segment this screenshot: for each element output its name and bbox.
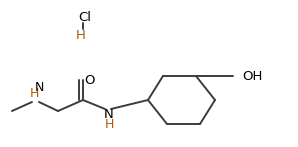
Text: Cl: Cl	[78, 10, 91, 24]
Text: OH: OH	[242, 70, 262, 82]
Text: H: H	[76, 29, 86, 41]
Text: H: H	[104, 118, 114, 132]
Text: N: N	[34, 81, 44, 93]
Text: O: O	[84, 74, 94, 86]
Text: H: H	[29, 86, 39, 100]
Text: N: N	[104, 108, 114, 122]
